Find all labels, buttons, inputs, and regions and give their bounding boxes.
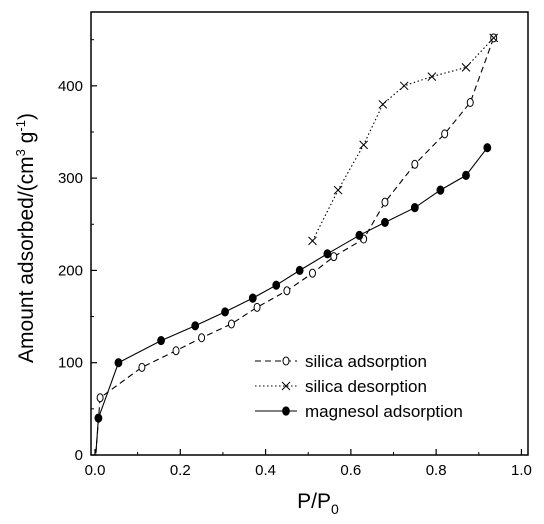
data-point <box>355 230 364 240</box>
y-axis-title-sup-2: -1 <box>13 120 28 132</box>
data-point <box>308 236 317 246</box>
series-line <box>95 37 495 454</box>
data-point <box>436 185 445 195</box>
x-marker-stroke <box>333 185 343 195</box>
legend-marker <box>281 381 291 391</box>
series-line <box>95 147 488 454</box>
data-point <box>227 319 235 329</box>
x-tick-label: 0.4 <box>255 462 276 479</box>
legend-marker <box>282 356 290 366</box>
data-point <box>253 302 261 312</box>
data-point <box>399 81 409 91</box>
plot-frame <box>90 11 529 456</box>
x-marker-stroke <box>399 81 409 91</box>
series-line <box>312 37 495 242</box>
data-point <box>157 335 165 346</box>
legend-marker <box>282 406 290 416</box>
data-point <box>330 252 338 262</box>
y-axis-title-sup-1: 3 <box>13 149 28 156</box>
ticks: 0.0 0.2 0.4 0.6 0.8 1.0 0 100 200 300 400 <box>58 39 532 479</box>
legend: silica adsorption silica desorption magnes… <box>255 352 463 421</box>
legend-item: silica adsorption <box>255 352 427 371</box>
data-point <box>381 197 389 207</box>
x-axis-title-subscript: 0 <box>331 501 339 517</box>
series-1 <box>308 33 499 246</box>
data-point <box>483 143 492 153</box>
y-tick-label: 300 <box>58 170 83 187</box>
y-tick-label: 0 <box>75 447 83 464</box>
x-tick-label: 0.0 <box>85 462 106 479</box>
data-point <box>248 293 257 303</box>
x-tick-label: 1.0 <box>511 462 532 479</box>
data-point <box>114 358 123 368</box>
x-marker-stroke <box>489 33 499 43</box>
x-tick-label: 0.6 <box>340 462 361 479</box>
data-point <box>272 280 281 290</box>
x-tick-label: 0.2 <box>170 462 191 479</box>
data-point <box>381 217 389 228</box>
legend-label: magnesol adsorption <box>305 402 463 421</box>
data-point <box>462 170 470 180</box>
legend-label: silica desorption <box>305 377 427 396</box>
data-point <box>94 413 103 423</box>
data-point <box>461 63 471 72</box>
x-marker-stroke <box>359 140 369 150</box>
data-point <box>378 99 388 109</box>
x-marker-stroke <box>461 63 471 72</box>
y-tick-label: 100 <box>58 355 83 372</box>
data-point <box>191 321 200 331</box>
data-point <box>283 286 291 296</box>
x-marker-stroke <box>378 99 388 109</box>
data-point <box>411 159 419 169</box>
x-tick-label: 0.8 <box>426 462 447 479</box>
data-point <box>489 33 499 43</box>
data-point <box>323 249 332 259</box>
legend-item: silica desorption <box>255 377 427 396</box>
data-point <box>308 268 316 278</box>
y-axis-title: Amount adsorbed/(cm3 g-1) <box>13 113 38 363</box>
data-point <box>295 265 304 276</box>
y-axis-title-mid: g <box>15 132 38 150</box>
x-marker-stroke <box>427 72 437 81</box>
data-point <box>333 185 343 195</box>
data-point <box>198 333 206 343</box>
series-2 <box>94 143 492 454</box>
x-marker-stroke <box>308 236 317 246</box>
data-point <box>138 362 146 372</box>
data-point <box>427 72 437 81</box>
data-point <box>96 393 104 403</box>
legend-label: silica adsorption <box>305 352 427 371</box>
data-point <box>221 307 229 317</box>
y-tick-label: 200 <box>58 262 83 279</box>
data-point <box>441 129 449 139</box>
data-point <box>172 346 180 356</box>
y-axis-title-post: ) <box>15 113 38 120</box>
x-marker-stroke <box>281 381 291 391</box>
x-axis-title: P/P0 <box>297 490 339 517</box>
data-point <box>466 97 474 107</box>
data-point <box>410 203 419 213</box>
y-tick-label: 400 <box>58 78 83 95</box>
legend-item: magnesol adsorption <box>255 402 463 421</box>
series-layer <box>94 33 499 454</box>
data-point <box>359 140 369 150</box>
series-0 <box>95 33 498 454</box>
